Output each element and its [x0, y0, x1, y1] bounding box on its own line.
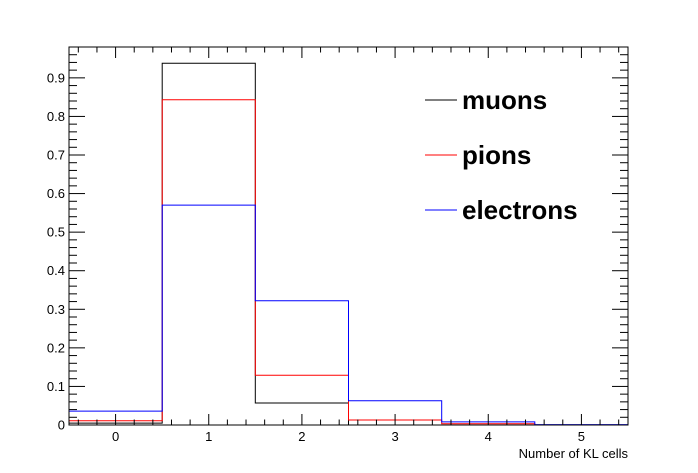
legend-item-pions: pions [425, 140, 531, 170]
x-tick-label: 3 [391, 429, 398, 444]
x-axis-title: Number of KL cells [519, 446, 629, 461]
y-tick-label: 0.1 [47, 379, 65, 394]
y-tick-label: 0.9 [47, 70, 65, 85]
y-tick-label: 0.2 [47, 340, 65, 355]
y-tick-label: 0.5 [47, 225, 65, 240]
legend-item-muons: muons [425, 85, 547, 115]
x-tick-label: 0 [112, 429, 119, 444]
x-tick-label: 5 [578, 429, 585, 444]
series-electrons [68, 204, 629, 426]
y-tick-label: 0 [58, 418, 65, 433]
series-electrons-outline [68, 204, 629, 426]
y-tick-label: 0.3 [47, 302, 65, 317]
legend-label: pions [462, 140, 531, 170]
legend-item-electrons: electrons [425, 195, 578, 225]
y-tick-label: 0.8 [47, 109, 65, 124]
x-tick-label: 2 [298, 429, 305, 444]
legend-label: electrons [462, 195, 578, 225]
y-tick-label: 0.6 [47, 186, 65, 201]
y-tick-label: 0.7 [47, 148, 65, 163]
x-tick-label: 1 [205, 429, 212, 444]
x-tick-label: 4 [485, 429, 492, 444]
plot-frame [68, 46, 629, 426]
legend-label: muons [462, 85, 547, 115]
legend: muons pions electrons [425, 85, 578, 225]
y-tick-label: 0.4 [47, 263, 65, 278]
axes-layer: 0 1 2 3 4 5 0 0.1 0.2 0.3 0.4 0.5 0.6 0.7 0.8 0.9 [47, 46, 629, 444]
